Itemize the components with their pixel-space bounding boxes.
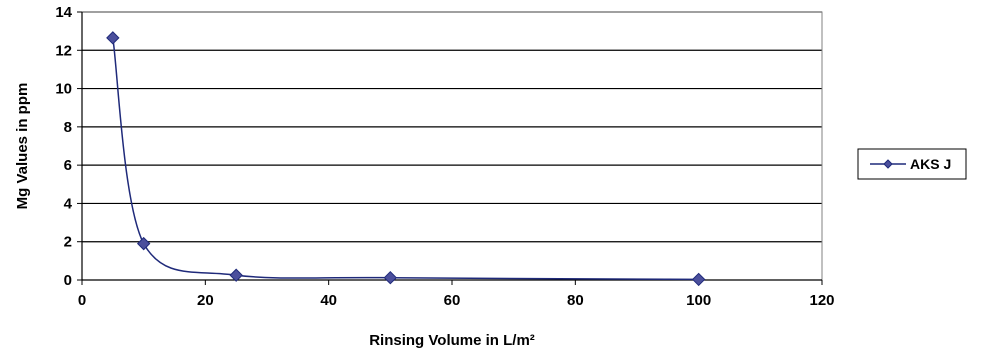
legend: AKS J — [857, 148, 967, 180]
x-tick-label: 20 — [197, 292, 214, 309]
x-axis-title: Rinsing Volume in L/m² — [369, 332, 535, 349]
y-tick-label: 6 — [64, 157, 72, 174]
data-point — [691, 272, 706, 287]
y-tick-label: 8 — [64, 119, 72, 136]
data-point — [383, 270, 398, 285]
y-tick-label: 10 — [55, 81, 72, 98]
legend-marker-swatch — [883, 159, 893, 169]
data-point — [136, 236, 151, 251]
y-tick-label: 14 — [55, 4, 72, 21]
series-line — [112, 37, 699, 281]
legend-label: AKS J — [910, 156, 951, 172]
x-tick-label: 0 — [78, 292, 86, 309]
data-point — [106, 31, 120, 45]
y-tick-label: 12 — [55, 42, 72, 59]
y-tick-label: 0 — [64, 272, 72, 289]
axes: 0 2 4 6 8 10 12 14 0 20 40 60 80 100 120 — [55, 4, 834, 309]
plot-area-frame — [81, 11, 823, 281]
y-axis-title: Mg Values in ppm — [14, 83, 31, 210]
series-layer — [106, 31, 706, 287]
gridlines — [82, 11, 822, 243]
y-tick-label: 4 — [64, 195, 73, 212]
data-point — [229, 268, 243, 282]
y-tick-label: 2 — [64, 234, 72, 251]
x-tick-label: 40 — [320, 292, 337, 309]
x-tick-label: 80 — [567, 292, 584, 309]
x-tick-label: 100 — [686, 292, 711, 309]
x-tick-label: 60 — [444, 292, 461, 309]
x-tick-label: 120 — [809, 292, 834, 309]
